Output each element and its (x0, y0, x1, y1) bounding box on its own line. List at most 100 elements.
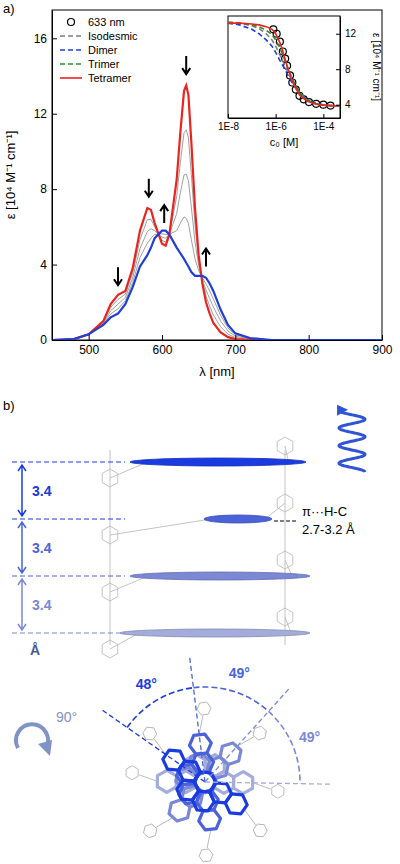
inset-x-axis-title: c₀ [M] (270, 136, 298, 148)
inset-y-tick-mark (336, 69, 340, 70)
molecule-wireframe (102, 437, 293, 658)
stacked-layer (130, 572, 310, 580)
inset-x-axis: 1E-8 1E-6 1E-4 (218, 114, 341, 132)
aromatic-ring (188, 733, 212, 755)
inset-x-axis-line (229, 118, 341, 119)
wire-ring (251, 821, 269, 839)
spacing-label: 3.4 (32, 483, 52, 499)
x-tick: 900 (372, 335, 392, 357)
inset-y-axis-line (340, 17, 341, 119)
panel-label: a) (3, 1, 15, 16)
spacing-unit: Å (30, 642, 40, 658)
inset-y-tick: 4 (336, 99, 351, 110)
ring-layer (124, 724, 278, 850)
plot-area (52, 85, 382, 340)
inset-x-tick: 1E-6 (266, 114, 288, 132)
angle-label: 49° (229, 665, 250, 681)
angle-arc (193, 687, 268, 711)
wire-ring (196, 702, 211, 716)
y-axis: 0481216 (34, 11, 57, 348)
aromatic-ring (157, 770, 176, 792)
wire-ring (251, 724, 270, 742)
ring-layer (132, 705, 269, 851)
inset: 1E-8 1E-6 1E-44 8 12 c₀ [M] ε [10⁴ M⁻¹ cm⁻¹] (218, 16, 382, 148)
legend-swatch (68, 19, 75, 26)
aromatic-ring (160, 746, 188, 775)
fit-line (228, 22, 340, 106)
fit-line (228, 22, 340, 106)
inset-x-tick: 1E-8 (218, 114, 240, 132)
wire-ring (198, 849, 213, 863)
legend-swatch (60, 49, 82, 51)
legend-swatch (60, 35, 82, 37)
inset-plot-area (228, 22, 340, 109)
x-tick: 800 (299, 335, 319, 357)
y-tick-label: 4 (40, 258, 47, 272)
legend-label: Dimer (88, 44, 118, 56)
inset-x-tick-label: 1E-6 (266, 121, 288, 132)
y-tick-mark (52, 340, 57, 341)
x-tick-label: 500 (79, 343, 99, 357)
x-tick-label: 600 (152, 343, 172, 357)
inset-y-tick: 12 (336, 28, 357, 39)
wire (285, 450, 286, 645)
wire (139, 775, 157, 781)
spectrum-line (52, 231, 382, 340)
y-tick-label: 0 (40, 333, 47, 347)
y-tick-label: 12 (34, 107, 48, 121)
spacing-label: 3.4 (32, 597, 52, 613)
x-axis-line (53, 340, 383, 341)
spacing-arrow (18, 465, 26, 516)
rotation-label: 90° (56, 709, 77, 725)
inset-x-tick-label: 1E-4 (313, 121, 335, 132)
x-tick-label: 900 (372, 343, 392, 357)
inset-y-tick: 8 (336, 64, 351, 75)
helix-arrowhead (337, 405, 348, 416)
level-line (12, 461, 125, 462)
x-tick: 700 (226, 335, 246, 357)
stacked-layer (204, 515, 272, 523)
helix-icon (339, 411, 365, 472)
y-tick: 4 (40, 258, 57, 272)
inset-y-axis: 4 8 12 (336, 17, 357, 119)
y-axis-title: ε [10⁴ M⁻¹ cm⁻¹] (3, 131, 18, 220)
angle-label: 49° (299, 729, 320, 745)
y-tick: 12 (34, 107, 57, 121)
arrow (202, 248, 210, 266)
orientation-line (205, 782, 333, 784)
arrow (114, 267, 122, 285)
inset-x-tick-mark (276, 114, 277, 118)
inset-y-tick-mark (336, 34, 340, 35)
plot-frame (52, 10, 382, 340)
x-tick-mark (235, 335, 236, 340)
inset-x-tick-label: 1E-8 (218, 121, 240, 132)
y-axis-line (52, 11, 53, 341)
arrow (182, 56, 190, 74)
panel-a: 5006007008009000481216λ [nm]ε [10⁴ M⁻¹ c… (3, 1, 393, 379)
contact-label: π···H-C (302, 504, 347, 519)
wire (253, 783, 271, 789)
angle-arc (269, 711, 300, 783)
fit-line (228, 23, 340, 106)
inset-y-tick-mark (336, 105, 340, 106)
stacked-layer (130, 458, 306, 466)
spectrum-line (52, 130, 382, 340)
inset-y-axis-title: ε [10⁴ M⁻¹ cm⁻¹] (371, 33, 382, 101)
fit-line (228, 23, 340, 106)
inset-x-tick: 1E-4 (313, 114, 335, 132)
x-tick: 600 (152, 335, 172, 357)
legend-label: Trimer (88, 58, 120, 70)
x-tick-mark (89, 335, 90, 340)
stacked-layer (120, 629, 310, 637)
arrow (145, 179, 153, 197)
arrow (160, 205, 168, 223)
x-tick-mark (309, 335, 310, 340)
x-tick-label: 700 (226, 343, 246, 357)
contact-distance: 2.7-3.2 Å (302, 522, 355, 537)
y-tick-mark (52, 38, 57, 39)
rotation-arrowhead (38, 740, 52, 756)
wire (110, 519, 211, 535)
aromatic-ring (216, 739, 245, 768)
wire-ring (141, 822, 160, 840)
level-line (12, 632, 125, 633)
